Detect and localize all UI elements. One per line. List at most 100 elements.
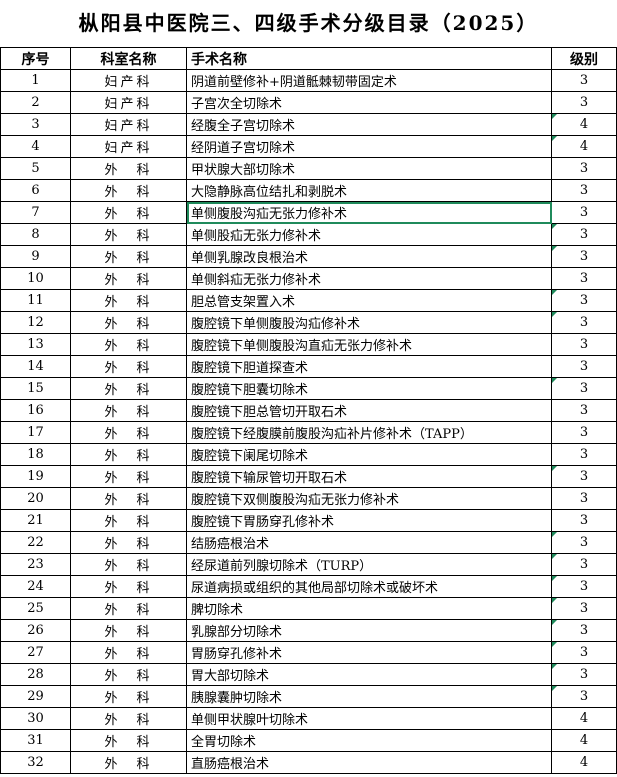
seq-cell[interactable]: 15	[0, 377, 71, 400]
header-seq[interactable]: 序号	[0, 47, 71, 70]
level-cell[interactable]: 3	[551, 289, 617, 312]
department-cell[interactable]: 外 科	[70, 267, 187, 290]
level-cell[interactable]: 3	[551, 663, 617, 686]
seq-cell[interactable]: 6	[0, 179, 71, 202]
level-cell[interactable]: 3	[551, 509, 617, 532]
error-indicator-icon[interactable]	[552, 378, 557, 383]
surgery-name-cell[interactable]: 脾切除术	[186, 597, 552, 620]
seq-cell[interactable]: 3	[0, 113, 71, 136]
department-cell[interactable]: 外 科	[70, 509, 187, 532]
surgery-name-cell[interactable]: 全胃切除术	[186, 729, 552, 752]
department-cell[interactable]: 外 科	[70, 729, 187, 752]
surgery-name-cell[interactable]: 胆总管支架置入术	[186, 289, 552, 312]
level-cell[interactable]: 3	[551, 201, 617, 224]
surgery-name-cell[interactable]: 尿道病损或组织的其他局部切除术或破坏术	[186, 575, 552, 598]
department-cell[interactable]: 外 科	[70, 751, 187, 774]
department-cell[interactable]: 外 科	[70, 399, 187, 422]
surgery-name-cell[interactable]: 单侧斜疝无张力修补术	[186, 267, 552, 290]
level-cell[interactable]: 3	[551, 333, 617, 356]
department-cell[interactable]: 外 科	[70, 157, 187, 180]
department-cell[interactable]: 外 科	[70, 465, 187, 488]
header-level[interactable]: 级别	[551, 47, 617, 70]
seq-cell[interactable]: 7	[0, 201, 71, 224]
department-cell[interactable]: 外 科	[70, 289, 187, 312]
level-cell[interactable]: 3	[551, 157, 617, 180]
level-cell[interactable]: 3	[551, 355, 617, 378]
department-cell[interactable]: 外 科	[70, 531, 187, 554]
seq-cell[interactable]: 13	[0, 333, 71, 356]
surgery-name-cell[interactable]: 腹腔镜下输尿管切开取石术	[186, 465, 552, 488]
level-cell[interactable]: 3	[551, 311, 617, 334]
level-cell[interactable]: 3	[551, 465, 617, 488]
error-indicator-icon[interactable]	[552, 466, 557, 471]
surgery-name-cell[interactable]: 腹腔镜下胆道探查术	[186, 355, 552, 378]
seq-cell[interactable]: 21	[0, 509, 71, 532]
seq-cell[interactable]: 23	[0, 553, 71, 576]
level-cell[interactable]: 4	[551, 707, 617, 730]
department-cell[interactable]: 外 科	[70, 223, 187, 246]
seq-cell[interactable]: 18	[0, 443, 71, 466]
level-cell[interactable]: 3	[551, 597, 617, 620]
level-cell[interactable]: 4	[551, 113, 617, 136]
error-indicator-icon[interactable]	[552, 598, 557, 603]
department-cell[interactable]: 妇产科	[70, 91, 187, 114]
surgery-name-cell[interactable]: 腹腔镜下胃肠穿孔修补术	[186, 509, 552, 532]
error-indicator-icon[interactable]	[552, 664, 557, 669]
level-cell[interactable]: 3	[551, 487, 617, 510]
seq-cell[interactable]: 26	[0, 619, 71, 642]
surgery-name-cell[interactable]: 腹腔镜下胆囊切除术	[186, 377, 552, 400]
department-cell[interactable]: 外 科	[70, 663, 187, 686]
seq-cell[interactable]: 29	[0, 685, 71, 708]
seq-cell[interactable]: 9	[0, 245, 71, 268]
department-cell[interactable]: 外 科	[70, 355, 187, 378]
level-cell[interactable]: 3	[551, 91, 617, 114]
department-cell[interactable]: 外 科	[70, 597, 187, 620]
level-cell[interactable]: 3	[551, 399, 617, 422]
error-indicator-icon[interactable]	[552, 246, 557, 251]
level-cell[interactable]: 3	[551, 531, 617, 554]
level-cell[interactable]: 3	[551, 619, 617, 642]
surgery-name-cell[interactable]: 腹腔镜下单侧腹股沟直疝无张力修补术	[186, 333, 552, 356]
level-cell[interactable]: 3	[551, 443, 617, 466]
seq-cell[interactable]: 30	[0, 707, 71, 730]
level-cell[interactable]: 3	[551, 685, 617, 708]
error-indicator-icon[interactable]	[552, 224, 557, 229]
department-cell[interactable]: 外 科	[70, 311, 187, 334]
department-cell[interactable]: 外 科	[70, 245, 187, 268]
surgery-name-cell[interactable]: 大隐静脉高位结扎和剥脱术	[186, 179, 552, 202]
seq-cell[interactable]: 4	[0, 135, 71, 158]
level-cell[interactable]: 4	[551, 751, 617, 774]
seq-cell[interactable]: 24	[0, 575, 71, 598]
seq-cell[interactable]: 10	[0, 267, 71, 290]
surgery-name-cell[interactable]: 腹腔镜下胆总管切开取石术	[186, 399, 552, 422]
error-indicator-icon[interactable]	[552, 312, 557, 317]
surgery-name-cell[interactable]: 胰腺囊肿切除术	[186, 685, 552, 708]
seq-cell[interactable]: 12	[0, 311, 71, 334]
seq-cell[interactable]: 28	[0, 663, 71, 686]
level-cell[interactable]: 3	[551, 421, 617, 444]
department-cell[interactable]: 外 科	[70, 487, 187, 510]
error-indicator-icon[interactable]	[552, 290, 557, 295]
error-indicator-icon[interactable]	[552, 576, 557, 581]
surgery-name-cell[interactable]: 经阴道子宫切除术	[186, 135, 552, 158]
department-cell[interactable]: 外 科	[70, 201, 187, 224]
level-cell[interactable]: 3	[551, 641, 617, 664]
seq-cell[interactable]: 25	[0, 597, 71, 620]
level-cell[interactable]: 4	[551, 135, 617, 158]
seq-cell[interactable]: 17	[0, 421, 71, 444]
seq-cell[interactable]: 2	[0, 91, 71, 114]
level-cell[interactable]: 3	[551, 245, 617, 268]
department-cell[interactable]: 外 科	[70, 377, 187, 400]
department-cell[interactable]: 外 科	[70, 179, 187, 202]
department-cell[interactable]: 外 科	[70, 619, 187, 642]
department-cell[interactable]: 外 科	[70, 707, 187, 730]
department-cell[interactable]: 外 科	[70, 421, 187, 444]
error-indicator-icon[interactable]	[552, 554, 557, 559]
level-cell[interactable]: 3	[551, 179, 617, 202]
seq-cell[interactable]: 5	[0, 157, 71, 180]
seq-cell[interactable]: 14	[0, 355, 71, 378]
surgery-name-cell[interactable]: 腹腔镜下阑尾切除术	[186, 443, 552, 466]
level-cell[interactable]: 4	[551, 729, 617, 752]
header-surgery-name[interactable]: 手术名称	[186, 47, 552, 70]
level-cell[interactable]: 3	[551, 377, 617, 400]
